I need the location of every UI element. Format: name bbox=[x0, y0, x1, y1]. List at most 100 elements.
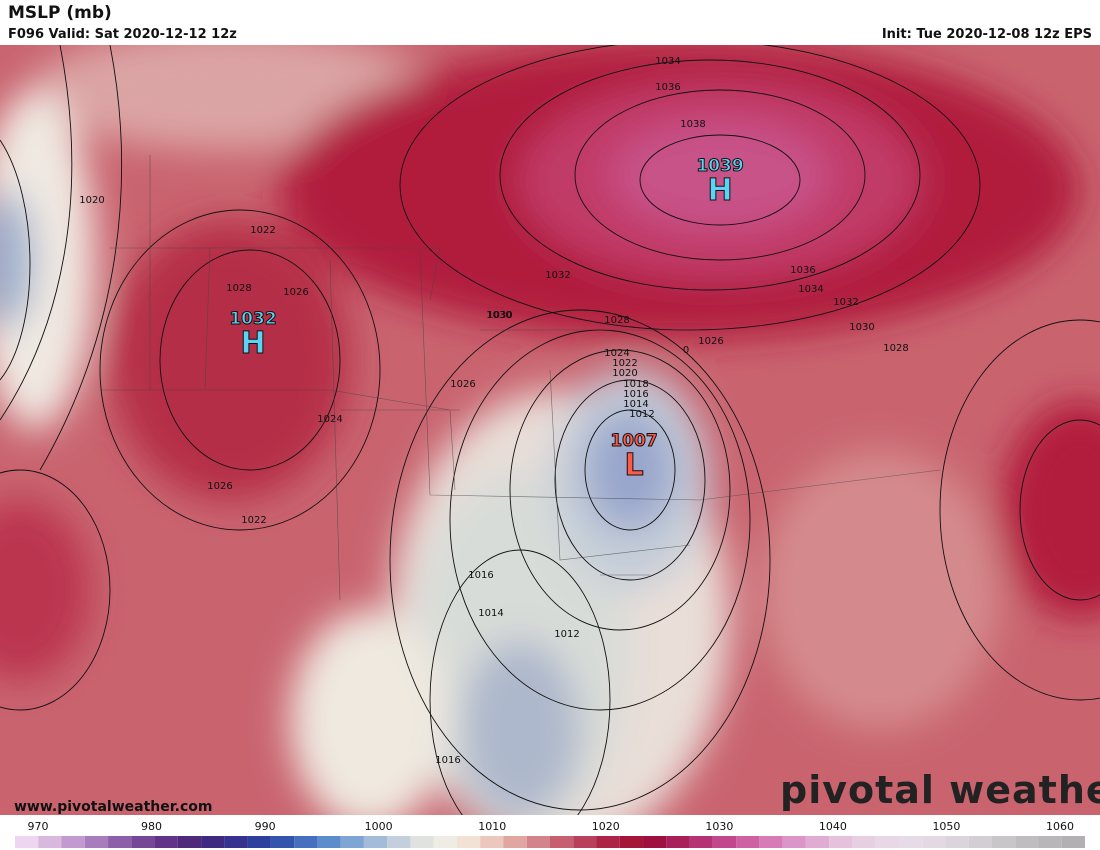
contour-label: 1032 bbox=[833, 297, 858, 308]
colorbar-label: 990 bbox=[255, 820, 276, 833]
center-value: 1032 bbox=[229, 309, 276, 329]
contour-label: 1014 bbox=[623, 399, 648, 410]
colorbar-swatch bbox=[875, 836, 899, 848]
colorbar-swatch bbox=[666, 836, 690, 848]
contour-label: 1018 bbox=[623, 379, 648, 390]
colorbar-swatch bbox=[526, 836, 550, 848]
colorbar-swatch bbox=[1015, 836, 1039, 848]
colorbar-swatch bbox=[1038, 836, 1062, 848]
colorbar-swatch bbox=[619, 836, 644, 848]
contour-label: 1026 bbox=[283, 287, 308, 298]
colorbar-label: 1050 bbox=[932, 820, 960, 833]
colorbar-swatch bbox=[247, 836, 271, 848]
colorbar-swatch bbox=[224, 836, 248, 848]
isobars bbox=[0, 45, 1100, 815]
contour-label: 1014 bbox=[478, 608, 503, 619]
center-letter: L bbox=[624, 448, 643, 483]
colorbar-swatch bbox=[410, 836, 434, 848]
contour-label: 1016 bbox=[468, 570, 493, 581]
contour-label: 1038 bbox=[680, 119, 705, 130]
colorbar-swatch bbox=[689, 836, 713, 848]
title: MSLP (mb) bbox=[8, 3, 112, 23]
colorbar-swatch bbox=[991, 836, 1016, 848]
contour-label: 1024 bbox=[317, 414, 342, 425]
contour-label: 1026 bbox=[450, 379, 475, 390]
contour-label: 1022 bbox=[250, 225, 275, 236]
colorbar-swatch bbox=[829, 836, 853, 848]
colorbar-swatch bbox=[643, 836, 667, 848]
center-value: 1039 bbox=[696, 156, 743, 176]
init-time: Init: Tue 2020-12-08 12z EPS bbox=[881, 27, 1092, 42]
colorbar-swatch bbox=[131, 836, 155, 848]
contour-label: 1012 bbox=[629, 409, 654, 420]
center-letter: H bbox=[240, 326, 265, 361]
colorbar-swatch bbox=[61, 836, 85, 848]
pressure-field bbox=[0, 45, 1100, 815]
contour-label: 1036 bbox=[655, 82, 680, 93]
colorbar-swatch bbox=[154, 836, 178, 848]
colorbar-swatch bbox=[968, 836, 992, 848]
colorbar-swatch bbox=[852, 836, 876, 848]
contour-label: 1026 bbox=[698, 336, 723, 347]
colorbar-swatch bbox=[84, 836, 109, 848]
contour-label: 1016 bbox=[623, 389, 648, 400]
contour-label: 1024 bbox=[604, 348, 629, 359]
contour-label: 1022 bbox=[241, 515, 266, 526]
colorbar-label: 980 bbox=[141, 820, 162, 833]
colorbar-swatch bbox=[38, 836, 62, 848]
colorbar-swatch bbox=[503, 836, 527, 848]
colorbar-swatch bbox=[340, 836, 364, 848]
contour-label: 1026 bbox=[207, 481, 232, 492]
colorbar-label: 1020 bbox=[592, 820, 620, 833]
valid-time: F096 Valid: Sat 2020-12-12 12z bbox=[8, 27, 237, 42]
colorbar-swatch bbox=[782, 836, 806, 848]
contour-label: 1034 bbox=[655, 56, 680, 67]
colorbar-swatch bbox=[177, 836, 202, 848]
contour-label: 1034 bbox=[798, 284, 823, 295]
colorbar-label: 1010 bbox=[478, 820, 506, 833]
colorbar-swatch bbox=[363, 836, 388, 848]
colorbar-swatch bbox=[596, 836, 620, 848]
colorbar-swatch bbox=[294, 836, 318, 848]
contour-label: 1012 bbox=[554, 629, 579, 640]
colorbar-swatch bbox=[712, 836, 737, 848]
colorbar-swatch bbox=[480, 836, 504, 848]
contour-label: 1028 bbox=[226, 283, 251, 294]
colorbar-label: 970 bbox=[28, 820, 49, 833]
colorbar-swatch bbox=[573, 836, 597, 848]
contour-label: 1028 bbox=[883, 343, 908, 354]
website: www.pivotalweather.com bbox=[14, 799, 213, 815]
colorbar-swatch bbox=[15, 836, 39, 848]
center-value: 1007 bbox=[610, 431, 657, 451]
colorbar-swatch bbox=[108, 836, 132, 848]
colorbar-label: 1040 bbox=[819, 820, 847, 833]
contour-label: 1022 bbox=[612, 358, 637, 369]
borders bbox=[100, 155, 941, 601]
colorbar-swatch bbox=[387, 836, 411, 848]
center-letter: H bbox=[707, 173, 732, 208]
contour-label: 1030 bbox=[486, 310, 511, 321]
colorbar-swatch bbox=[456, 836, 481, 848]
contour-label: 1036 bbox=[790, 265, 815, 276]
colorbar-swatch bbox=[759, 836, 783, 848]
colorbar-swatch bbox=[805, 836, 830, 848]
colorbar-swatch bbox=[433, 836, 457, 848]
contour-label: 1020 bbox=[612, 368, 637, 379]
colorbar-label: 1060 bbox=[1046, 820, 1074, 833]
colorbar-swatch bbox=[270, 836, 295, 848]
colorbar-swatch bbox=[550, 836, 574, 848]
colorbar-swatch bbox=[898, 836, 923, 848]
contour-label: 1016 bbox=[435, 755, 460, 766]
colorbar-swatch bbox=[736, 836, 760, 848]
contour-label: 1028 bbox=[604, 315, 629, 326]
contour-label: 1030 bbox=[487, 310, 512, 321]
colorbar-label: 1030 bbox=[705, 820, 733, 833]
colorbar-swatch bbox=[201, 836, 225, 848]
colorbar-label: 1000 bbox=[365, 820, 393, 833]
colorbar-swatch bbox=[922, 836, 946, 848]
colorbar-swatch bbox=[317, 836, 341, 848]
contour-label: 0 bbox=[683, 345, 689, 356]
contour-label: 1030 bbox=[849, 322, 874, 333]
